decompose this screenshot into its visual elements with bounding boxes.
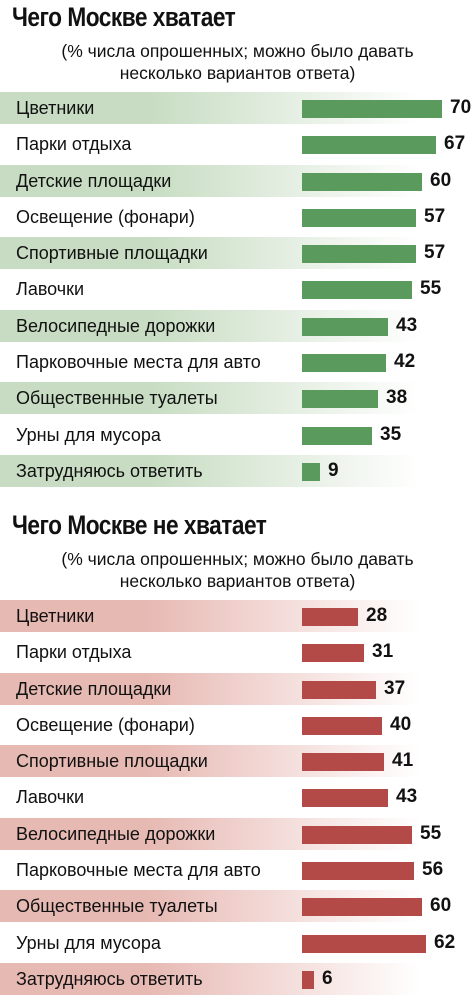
data-label: 41 bbox=[392, 750, 414, 772]
data-label: 35 bbox=[380, 423, 402, 445]
data-label: 60 bbox=[430, 895, 452, 917]
data-label: 42 bbox=[394, 351, 416, 373]
bar bbox=[302, 753, 384, 772]
bar bbox=[302, 608, 358, 626]
bar-row: Затрудняюсь ответить 9 bbox=[0, 453, 475, 489]
bar bbox=[302, 426, 372, 445]
bar-row: Парки отдыха 31 bbox=[0, 634, 475, 670]
category-label: Спортивные площадки bbox=[16, 751, 208, 772]
bar bbox=[302, 825, 412, 844]
data-label: 67 bbox=[444, 133, 466, 155]
bar-row: Детские площадки 60 bbox=[0, 163, 475, 199]
bar bbox=[302, 862, 414, 881]
chart-title: Чего Москве не хватает bbox=[12, 510, 267, 540]
category-label: Лавочки bbox=[16, 279, 85, 300]
bar bbox=[302, 136, 436, 155]
bar-list: Цветники 70 Парки отдыха 67 Детские площадки… bbox=[0, 90, 475, 489]
data-label: 43 bbox=[396, 786, 418, 808]
data-label: 6 bbox=[322, 967, 333, 989]
bar bbox=[302, 390, 378, 409]
bar bbox=[302, 644, 364, 663]
data-label: 57 bbox=[424, 205, 446, 227]
bar bbox=[302, 789, 388, 808]
chart-title: Чего Москве хватает bbox=[12, 2, 236, 32]
data-label: 37 bbox=[384, 677, 406, 699]
category-label: Велосипедные дорожки bbox=[16, 315, 216, 336]
category-label: Парковочные места для авто bbox=[16, 860, 261, 881]
chart-subtitle: (% числа опрошенных; можно было давать н… bbox=[61, 41, 414, 83]
bar-row: Парковочные места для авто 56 bbox=[0, 852, 475, 888]
category-label: Детские площадки bbox=[16, 170, 172, 191]
bar bbox=[302, 172, 422, 191]
data-label: 43 bbox=[396, 314, 418, 336]
category-label: Лавочки bbox=[16, 787, 85, 808]
category-label: Урны для мусора bbox=[16, 424, 161, 445]
bar-row: Цветники 70 bbox=[0, 90, 475, 126]
category-label: Затрудняюсь ответить bbox=[16, 968, 203, 989]
bar bbox=[302, 716, 382, 735]
category-label: Общественные туалеты bbox=[16, 388, 218, 409]
bar-row: Детские площадки 37 bbox=[0, 671, 475, 707]
bar bbox=[302, 898, 422, 917]
bar bbox=[302, 281, 412, 300]
bar-row: Лавочки 43 bbox=[0, 779, 475, 815]
bar bbox=[302, 680, 376, 699]
bar-row: Цветники 28 bbox=[0, 598, 475, 634]
data-label: 55 bbox=[420, 822, 442, 844]
category-label: Парки отдыха bbox=[16, 134, 132, 155]
bar-row: Урны для мусора 35 bbox=[0, 417, 475, 453]
data-label: 31 bbox=[372, 641, 394, 663]
bar-row: Общественные туалеты 60 bbox=[0, 888, 475, 924]
data-label: 57 bbox=[424, 242, 446, 264]
bar-row: Парковочные места для авто 42 bbox=[0, 344, 475, 380]
bar-row: Урны для мусора 62 bbox=[0, 925, 475, 961]
bar bbox=[302, 317, 388, 336]
data-label: 55 bbox=[420, 278, 442, 300]
bar-row: Затрудняюсь ответить 6 bbox=[0, 961, 475, 997]
category-label: Цветники bbox=[16, 606, 95, 626]
bar bbox=[302, 354, 386, 373]
category-label: Парки отдыха bbox=[16, 642, 132, 663]
category-label: Детские площадки bbox=[16, 678, 172, 699]
bar-row: Велосипедные дорожки 55 bbox=[0, 816, 475, 852]
bar-row: Освещение (фонари) 57 bbox=[0, 199, 475, 235]
row-band bbox=[0, 962, 420, 995]
bar bbox=[302, 245, 416, 264]
bar bbox=[302, 100, 442, 118]
category-label: Урны для мусора bbox=[16, 932, 161, 953]
chart-subtitle: (% числа опрошенных; можно было давать н… bbox=[61, 549, 414, 591]
row-band bbox=[0, 454, 420, 487]
bar-row: Парки отдыха 67 bbox=[0, 126, 475, 162]
data-label: 60 bbox=[430, 169, 452, 191]
data-label: 40 bbox=[390, 713, 412, 735]
category-label: Цветники bbox=[16, 98, 95, 118]
bar bbox=[302, 462, 320, 481]
data-label: 38 bbox=[386, 387, 408, 409]
category-label: Парковочные места для авто bbox=[16, 352, 261, 373]
bar-list: Цветники 28 Парки отдыха 31 Детские площадки… bbox=[0, 598, 475, 997]
data-label: 70 bbox=[450, 97, 472, 118]
bar-row: Общественные туалеты 38 bbox=[0, 380, 475, 416]
bar-row: Освещение (фонари) 40 bbox=[0, 707, 475, 743]
category-label: Общественные туалеты bbox=[16, 896, 218, 917]
bar-row: Спортивные площадки 57 bbox=[0, 235, 475, 271]
data-label: 9 bbox=[328, 459, 339, 481]
category-label: Освещение (фонари) bbox=[16, 206, 195, 227]
bar bbox=[302, 208, 416, 227]
bar-row: Спортивные площадки 41 bbox=[0, 743, 475, 779]
category-label: Освещение (фонари) bbox=[16, 714, 195, 735]
category-label: Затрудняюсь ответить bbox=[16, 460, 203, 481]
data-label: 28 bbox=[366, 605, 388, 626]
data-label: 56 bbox=[422, 859, 444, 881]
category-label: Велосипедные дорожки bbox=[16, 823, 216, 844]
bar bbox=[302, 970, 314, 989]
bar bbox=[302, 934, 426, 953]
bar-row: Лавочки 55 bbox=[0, 271, 475, 307]
data-label: 62 bbox=[434, 931, 456, 953]
bar-row: Велосипедные дорожки 43 bbox=[0, 308, 475, 344]
category-label: Спортивные площадки bbox=[16, 243, 208, 264]
